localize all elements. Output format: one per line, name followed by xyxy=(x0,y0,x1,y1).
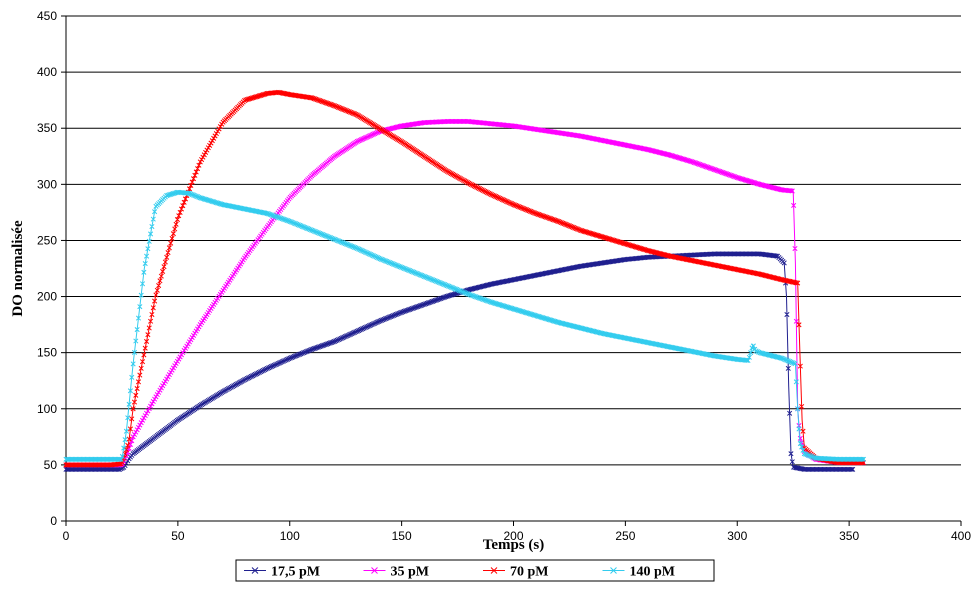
axes xyxy=(61,15,962,526)
x-tick-label: 250 xyxy=(615,529,635,543)
y-tick-label: 350 xyxy=(37,121,57,135)
y-tick-label: 100 xyxy=(37,402,57,416)
legend-item: 70 pM xyxy=(483,565,549,580)
y-tick-label: 250 xyxy=(37,233,57,247)
x-tick-label: 100 xyxy=(280,529,300,543)
series-layer xyxy=(63,89,866,472)
legend-label: 70 pM xyxy=(510,565,549,580)
legend-marker xyxy=(610,567,617,574)
y-tick-label: 200 xyxy=(37,290,57,304)
legend-label: 17,5 pM xyxy=(271,565,320,580)
y-tick-label: 0 xyxy=(50,514,57,528)
legend-item: 17,5 pM xyxy=(244,565,320,580)
y-tick-label: 400 xyxy=(37,65,57,79)
grid-lines xyxy=(66,15,961,466)
x-tick-label: 0 xyxy=(63,529,70,543)
x-tick-label: 300 xyxy=(727,529,747,543)
legend-marker xyxy=(371,567,378,574)
legend-label: 140 pM xyxy=(630,565,676,580)
legend: 17,5 pM 35 pM 70 pM 140 pM xyxy=(235,559,715,582)
y-tick-label: 150 xyxy=(37,346,57,360)
legend-box xyxy=(235,559,715,582)
x-tick-label: 50 xyxy=(171,529,185,543)
legend-item: 35 pM xyxy=(363,565,430,580)
y-axis-title: DO normalisée xyxy=(10,220,26,317)
legend-label: 35 pM xyxy=(391,565,430,580)
x-tick-label: 150 xyxy=(392,529,412,543)
y-tick-label: 300 xyxy=(37,177,57,191)
x-tick-label: 200 xyxy=(503,529,523,543)
series-3 xyxy=(63,89,866,468)
x-tick-label: 400 xyxy=(951,529,971,543)
series-markers xyxy=(63,89,866,468)
tick-labels: 0 50 100 150 200 250 300 350 400 450 0 50 100 150 200 2… xyxy=(37,9,971,543)
legend-item: 140 pM xyxy=(602,565,676,580)
series-markers xyxy=(63,189,866,462)
series-1 xyxy=(63,251,856,472)
legend-marker xyxy=(490,567,498,574)
legend-marker xyxy=(251,567,259,574)
x-tick-label: 350 xyxy=(839,529,859,543)
x-axis-title: Temps (s) xyxy=(483,537,545,553)
y-tick-label: 50 xyxy=(44,458,58,472)
series-4 xyxy=(63,189,866,462)
y-tick-label: 450 xyxy=(37,9,57,23)
